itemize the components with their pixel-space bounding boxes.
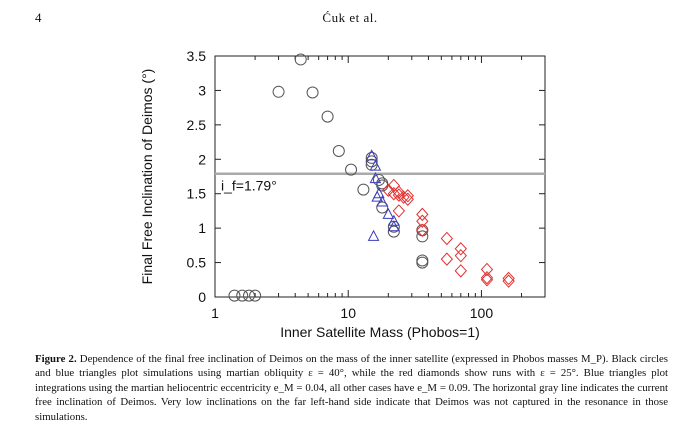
diamond-point (480, 273, 494, 287)
x-axis-label: Inner Satellite Mass (Phobos=1) (280, 324, 480, 340)
circle-point (272, 85, 285, 98)
diamond-point (387, 186, 401, 201)
diamond-point (416, 207, 429, 222)
circle-point (321, 110, 334, 123)
x-tick-label: 10 (340, 305, 356, 321)
circle-point (332, 145, 345, 158)
circle-point (345, 163, 358, 176)
triangle-point (367, 229, 380, 241)
y-tick-label: 0.5 (187, 255, 207, 271)
diamond-point (392, 204, 406, 218)
caption-label: Figure 2. (35, 353, 77, 365)
x-tick-label: 1 (211, 305, 219, 321)
circle-point (376, 201, 389, 214)
figure-caption: Figure 2. Dependence of the final free i… (35, 352, 668, 424)
x-tick-label: 100 (470, 305, 494, 321)
diamond-point (502, 271, 515, 286)
diamond-point (416, 214, 429, 228)
diamond-point (480, 270, 494, 285)
page-header: 4 Ćuk et al. (35, 10, 665, 30)
y-tick-label: 3 (198, 82, 206, 98)
diamond-point (454, 248, 467, 263)
diamond-point (454, 242, 467, 256)
circle-point (249, 289, 262, 302)
y-tick-label: 1.5 (187, 186, 207, 202)
triangle-point (371, 190, 384, 202)
circle-point (236, 289, 249, 302)
diamond-point (401, 189, 414, 203)
circle-point (416, 256, 429, 269)
diamond-point (454, 264, 467, 278)
caption-text: Dependence of the final free inclination… (35, 353, 668, 423)
circle-point (416, 224, 429, 237)
data-points (228, 53, 515, 302)
plot-frame (214, 55, 546, 298)
triangle-point (365, 149, 378, 161)
reference-line-group: i_f=1.79° (215, 172, 545, 194)
diamond-point (502, 274, 515, 288)
y-tick-label: 1 (198, 220, 206, 236)
figure-chart: i_f=1.79° 0 0.5 1 1.5 2 2.5 3 3.5 1 10 100 Final F… (139, 48, 546, 340)
triangle-point (369, 171, 382, 184)
diamond-point (392, 188, 406, 202)
diamond-point (401, 192, 414, 206)
y-tick-label: 0 (198, 289, 206, 305)
page-number: 4 (35, 10, 42, 25)
y-axis-label: Final Free Inclination of Deimos (°) (139, 69, 155, 285)
reference-line-label: i_f=1.79° (221, 178, 277, 194)
circle-point (357, 183, 370, 196)
circle-point (294, 53, 307, 66)
circle-point (228, 289, 241, 302)
circle-point (365, 151, 378, 164)
circle-point (416, 230, 429, 243)
y-tick-label: 2.5 (187, 117, 207, 133)
diamond-point (382, 183, 395, 198)
y-tick-label: 3.5 (187, 48, 207, 64)
axis-ticks: 0 0.5 1 1.5 2 2.5 3 3.5 1 10 100 (187, 48, 546, 321)
triangle-point (382, 207, 395, 219)
diamond-point (440, 252, 454, 266)
circle-point (387, 225, 400, 238)
diamond-point (416, 223, 429, 237)
y-tick-label: 2 (198, 151, 206, 167)
running-title: Ćuk et al. (322, 10, 378, 25)
triangle-point (388, 220, 400, 232)
circle-point (243, 289, 256, 302)
triangle-point (369, 159, 382, 171)
diamond-point (480, 262, 494, 277)
circle-point (306, 86, 319, 99)
diamond-point (397, 190, 410, 204)
triangle-point (388, 214, 400, 226)
diamond-point (440, 231, 454, 246)
